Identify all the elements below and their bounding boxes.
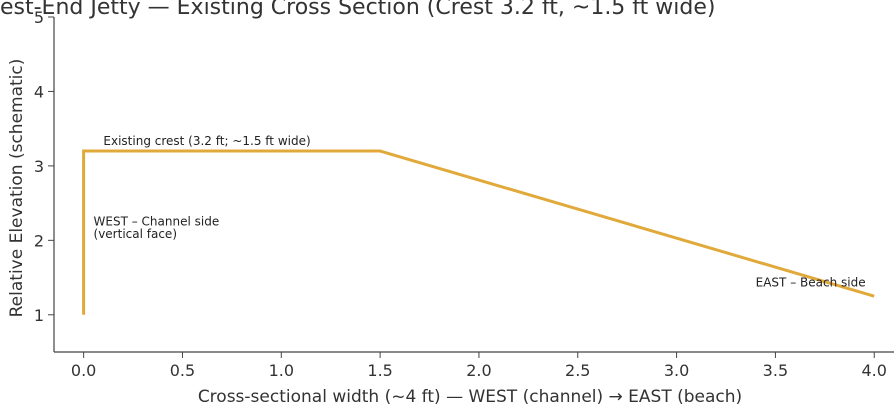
annotation-label: WEST – Channel side (94, 214, 220, 228)
y-tick-label: 5 (34, 8, 44, 27)
y-tick-label: 4 (34, 82, 44, 101)
y-axis-label: Relative Elevation (schematic) (7, 59, 27, 318)
x-tick-label: 3.0 (664, 361, 689, 380)
x-tick-label: 2.0 (466, 361, 491, 380)
chart-title: est-End Jetty — Existing Cross Section (… (0, 0, 715, 20)
x-tick-label: 2.5 (565, 361, 590, 380)
x-tick-label: 4.0 (862, 361, 887, 380)
x-tick-label: 0.0 (71, 361, 96, 380)
y-tick-label: 1 (34, 306, 44, 325)
x-tick-label: 0.5 (170, 361, 195, 380)
annotations: Existing crest (3.2 ft; ~1.5 ft wide) WES… (94, 134, 866, 289)
x-tick-label: 3.5 (763, 361, 788, 380)
x-axis-label: Cross-sectional width (~4 ft) — WEST (ch… (198, 387, 742, 407)
x-tick-label: 1.5 (367, 361, 392, 380)
axes (53, 17, 894, 353)
annotation-label: EAST – Beach side (756, 275, 866, 289)
ticks: 0.0 0.5 1.0 1.5 2.0 2.5 3.0 3.5 4.0 1 2 3 4 5 (34, 8, 887, 380)
profile-line (82, 149, 875, 315)
annotation-label: Existing crest (3.2 ft; ~1.5 ft wide) (103, 134, 310, 148)
x-tick-label: 1.0 (269, 361, 294, 380)
y-tick-label: 3 (34, 157, 44, 176)
series-group (82, 149, 875, 315)
y-tick-label: 2 (34, 231, 44, 250)
annotation-label: (vertical face) (94, 227, 177, 241)
